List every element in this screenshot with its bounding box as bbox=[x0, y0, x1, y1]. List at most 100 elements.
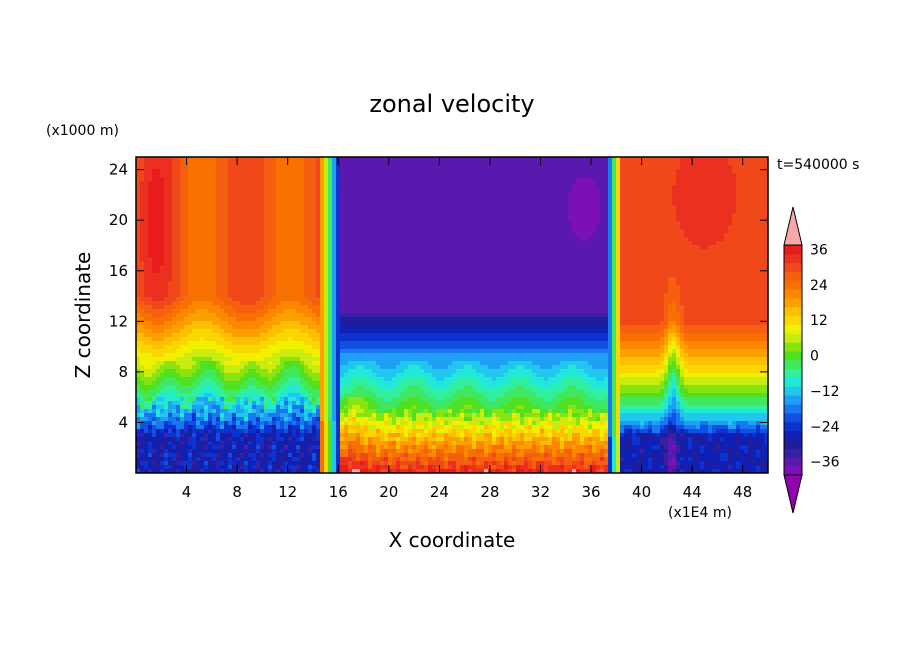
field-cell bbox=[552, 257, 557, 262]
field-cell bbox=[612, 169, 617, 174]
field-cell bbox=[364, 165, 369, 170]
field-cell bbox=[600, 257, 605, 262]
field-cell bbox=[716, 209, 721, 214]
field-cell bbox=[328, 209, 333, 214]
field-cell bbox=[364, 261, 369, 266]
field-cell bbox=[344, 189, 349, 194]
field-cell bbox=[284, 213, 289, 218]
field-cell bbox=[156, 189, 161, 194]
field-cell bbox=[328, 205, 333, 210]
field-cell bbox=[324, 261, 329, 266]
field-cell bbox=[460, 201, 465, 206]
field-cell bbox=[596, 257, 601, 262]
field-cell bbox=[228, 177, 233, 182]
field-cell bbox=[176, 217, 181, 222]
field-cell bbox=[464, 193, 469, 198]
field-cell bbox=[464, 189, 469, 194]
field-cell bbox=[612, 245, 617, 250]
field-cell bbox=[368, 169, 373, 174]
field-cell bbox=[612, 269, 617, 274]
field-cell bbox=[372, 193, 377, 198]
field-cell bbox=[612, 253, 617, 258]
field-cell bbox=[660, 185, 665, 190]
field-cell bbox=[552, 173, 557, 178]
field-cell bbox=[148, 237, 153, 242]
field-cell bbox=[616, 277, 621, 282]
field-cell bbox=[720, 233, 725, 238]
field-cell bbox=[268, 177, 273, 182]
field-cell bbox=[200, 273, 205, 278]
field-cell bbox=[476, 245, 481, 250]
field-cell bbox=[236, 221, 241, 226]
field-cell bbox=[284, 217, 289, 222]
field-cell bbox=[304, 265, 309, 270]
field-cell bbox=[356, 229, 361, 234]
field-cell bbox=[364, 181, 369, 186]
field-cell bbox=[276, 277, 281, 282]
field-cell bbox=[612, 185, 617, 190]
field-cell bbox=[144, 261, 149, 266]
field-cell bbox=[280, 257, 285, 262]
field-cell bbox=[520, 257, 525, 262]
field-cell bbox=[640, 189, 645, 194]
field-cell bbox=[436, 169, 441, 174]
field-cell bbox=[576, 273, 581, 278]
field-cell bbox=[188, 273, 193, 278]
field-cell bbox=[304, 177, 309, 182]
field-cell bbox=[264, 221, 269, 226]
field-cell bbox=[512, 273, 517, 278]
field-cell bbox=[520, 193, 525, 198]
field-cell bbox=[548, 181, 553, 186]
field-cell bbox=[464, 185, 469, 190]
field-cell bbox=[668, 253, 673, 258]
field-cell bbox=[560, 169, 565, 174]
field-cell bbox=[736, 173, 741, 178]
field-cell bbox=[416, 201, 421, 206]
field-cell bbox=[552, 157, 557, 162]
field-cell bbox=[468, 177, 473, 182]
field-cell bbox=[136, 273, 141, 278]
field-cell bbox=[272, 209, 277, 214]
field-cell bbox=[136, 257, 141, 262]
field-cell bbox=[372, 221, 377, 226]
field-cell bbox=[172, 209, 177, 214]
field-cell bbox=[724, 193, 729, 198]
field-cell bbox=[572, 277, 577, 282]
field-cell bbox=[328, 213, 333, 218]
field-cell bbox=[648, 229, 653, 234]
field-cell bbox=[476, 189, 481, 194]
field-cell bbox=[336, 193, 341, 198]
field-cell bbox=[548, 185, 553, 190]
field-cell bbox=[576, 197, 581, 202]
field-cell bbox=[160, 225, 165, 230]
field-cell bbox=[464, 213, 469, 218]
field-cell bbox=[720, 269, 725, 274]
field-cell bbox=[232, 281, 237, 286]
field-cell bbox=[192, 245, 197, 250]
field-cell bbox=[340, 181, 345, 186]
field-cell bbox=[320, 173, 325, 178]
field-cell bbox=[148, 241, 153, 246]
field-cell bbox=[552, 193, 557, 198]
field-cell bbox=[564, 193, 569, 198]
field-cell bbox=[316, 233, 321, 238]
field-cell bbox=[316, 161, 321, 166]
field-cell bbox=[192, 229, 197, 234]
field-cell bbox=[732, 201, 737, 206]
field-cell bbox=[156, 217, 161, 222]
field-cell bbox=[144, 193, 149, 198]
field-cell bbox=[184, 269, 189, 274]
field-cell bbox=[648, 165, 653, 170]
field-cell bbox=[220, 225, 225, 230]
field-cell bbox=[348, 229, 353, 234]
field-cell bbox=[268, 165, 273, 170]
field-cell bbox=[396, 221, 401, 226]
field-cell bbox=[168, 237, 173, 242]
field-cell bbox=[504, 181, 509, 186]
field-cell bbox=[652, 197, 657, 202]
field-cell bbox=[288, 209, 293, 214]
field-cell bbox=[652, 249, 657, 254]
field-cell bbox=[140, 169, 145, 174]
field-cell bbox=[436, 157, 441, 162]
field-cell bbox=[324, 257, 329, 262]
